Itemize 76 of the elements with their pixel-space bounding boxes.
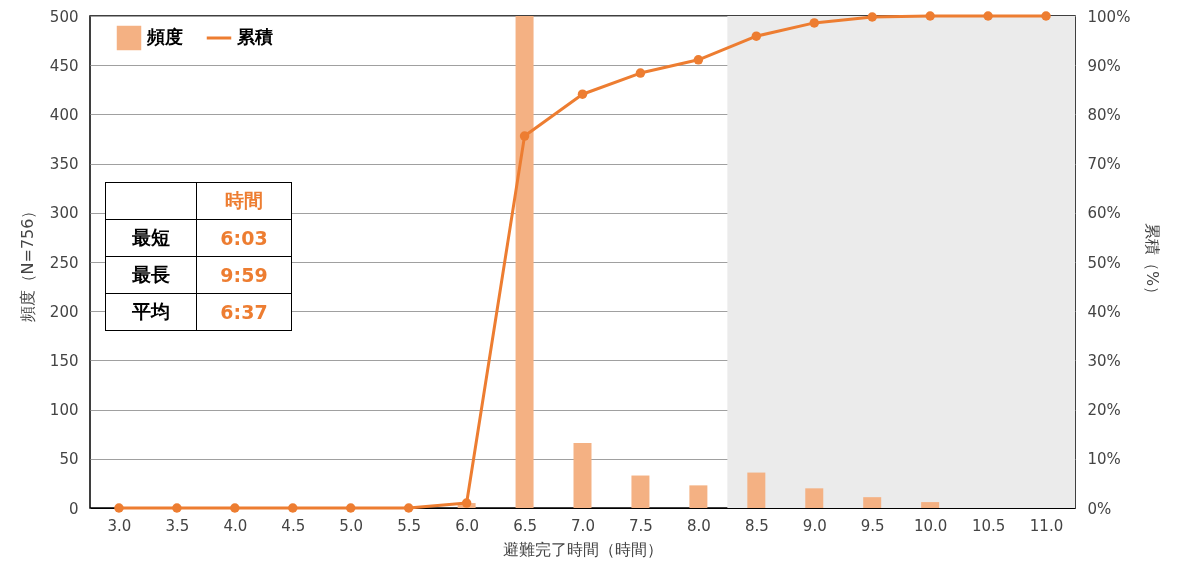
point (461, 498, 472, 508)
point (693, 55, 704, 65)
point (172, 503, 182, 513)
y2-axis-title: 累積（%） (1143, 222, 1163, 303)
point (867, 12, 877, 22)
x-tick-label: 5.0 (339, 516, 364, 535)
y-tick-label: 50 (59, 450, 79, 469)
y-tick-label: 200 (49, 302, 79, 321)
x-tick-label: 8.5 (744, 516, 769, 535)
point (751, 31, 762, 41)
bar (573, 443, 592, 508)
y2-tick-label: 100% (1087, 7, 1131, 26)
annotation: 時間 (196, 182, 292, 220)
x-tick-label: 11.0 (1029, 516, 1064, 535)
point (809, 18, 820, 28)
x-tick-label: 5.5 (397, 516, 422, 535)
y2-tick-label: 10% (1087, 450, 1121, 469)
bar (805, 488, 824, 508)
y-tick-label: 300 (49, 204, 79, 223)
bar (689, 485, 708, 508)
x-tick-label: 4.5 (281, 516, 306, 535)
y-axis-title: 頻度（N=756） (17, 202, 37, 323)
y2-tick-label: 0% (1087, 499, 1112, 518)
point (230, 503, 240, 513)
x-tick-label: 10.5 (971, 516, 1006, 535)
x-tick-label: 7.0 (571, 516, 595, 535)
x-tick-label: 6.0 (455, 516, 480, 535)
x-tick-label: 9.0 (802, 516, 827, 535)
legend-label: 累積 (236, 26, 273, 47)
annotation: 6:03 (196, 219, 292, 257)
x-tick-label: 6.5 (513, 516, 537, 535)
y-tick-label: 0 (68, 499, 79, 518)
point (403, 503, 414, 513)
bar (921, 502, 940, 508)
x-tick-label: 9.5 (860, 516, 885, 535)
bar (863, 497, 882, 508)
point (983, 11, 993, 21)
point (345, 503, 356, 513)
point (519, 131, 530, 141)
point (577, 89, 588, 99)
x-tick-label: 4.0 (223, 516, 248, 535)
point (288, 503, 298, 513)
annotation: 最短 (105, 219, 197, 257)
point (635, 68, 646, 78)
y-tick-label: 400 (49, 105, 79, 124)
point (114, 503, 124, 513)
y2-tick-label: 50% (1087, 253, 1121, 272)
y2-tick-label: 80% (1087, 105, 1121, 124)
annotation: 6:37 (196, 293, 292, 331)
y2-tick-label: 40% (1087, 302, 1121, 321)
point (1041, 11, 1051, 21)
x-tick-label: 10.0 (913, 516, 948, 535)
bar (515, 16, 534, 508)
bar (631, 475, 650, 508)
bar (747, 472, 766, 508)
x-tick-label: 3.5 (165, 516, 190, 535)
annotation: 9:59 (196, 256, 292, 294)
y-tick-label: 500 (49, 7, 79, 26)
y-tick-label: 350 (49, 155, 79, 174)
y-tick-label: 450 (49, 56, 79, 75)
x-tick-label: 3.0 (107, 516, 132, 535)
y-tick-label: 100 (49, 401, 79, 420)
x-tick-label: 8.0 (686, 516, 711, 535)
y-tick-label: 150 (49, 351, 79, 370)
annotation: 最長 (105, 256, 197, 294)
y2-tick-label: 30% (1087, 351, 1121, 370)
y2-tick-label: 60% (1087, 204, 1121, 223)
x-axis-title: 避難完了時間（時間） (503, 539, 663, 559)
y2-tick-label: 70% (1087, 155, 1121, 174)
x-tick-label: 7.5 (629, 516, 653, 535)
legend-label: 頻度 (146, 26, 183, 47)
annotation: 平均 (105, 293, 197, 331)
point (925, 11, 935, 21)
y2-tick-label: 90% (1087, 56, 1121, 75)
y-tick-label: 250 (49, 253, 79, 272)
y2-tick-label: 20% (1087, 401, 1121, 420)
